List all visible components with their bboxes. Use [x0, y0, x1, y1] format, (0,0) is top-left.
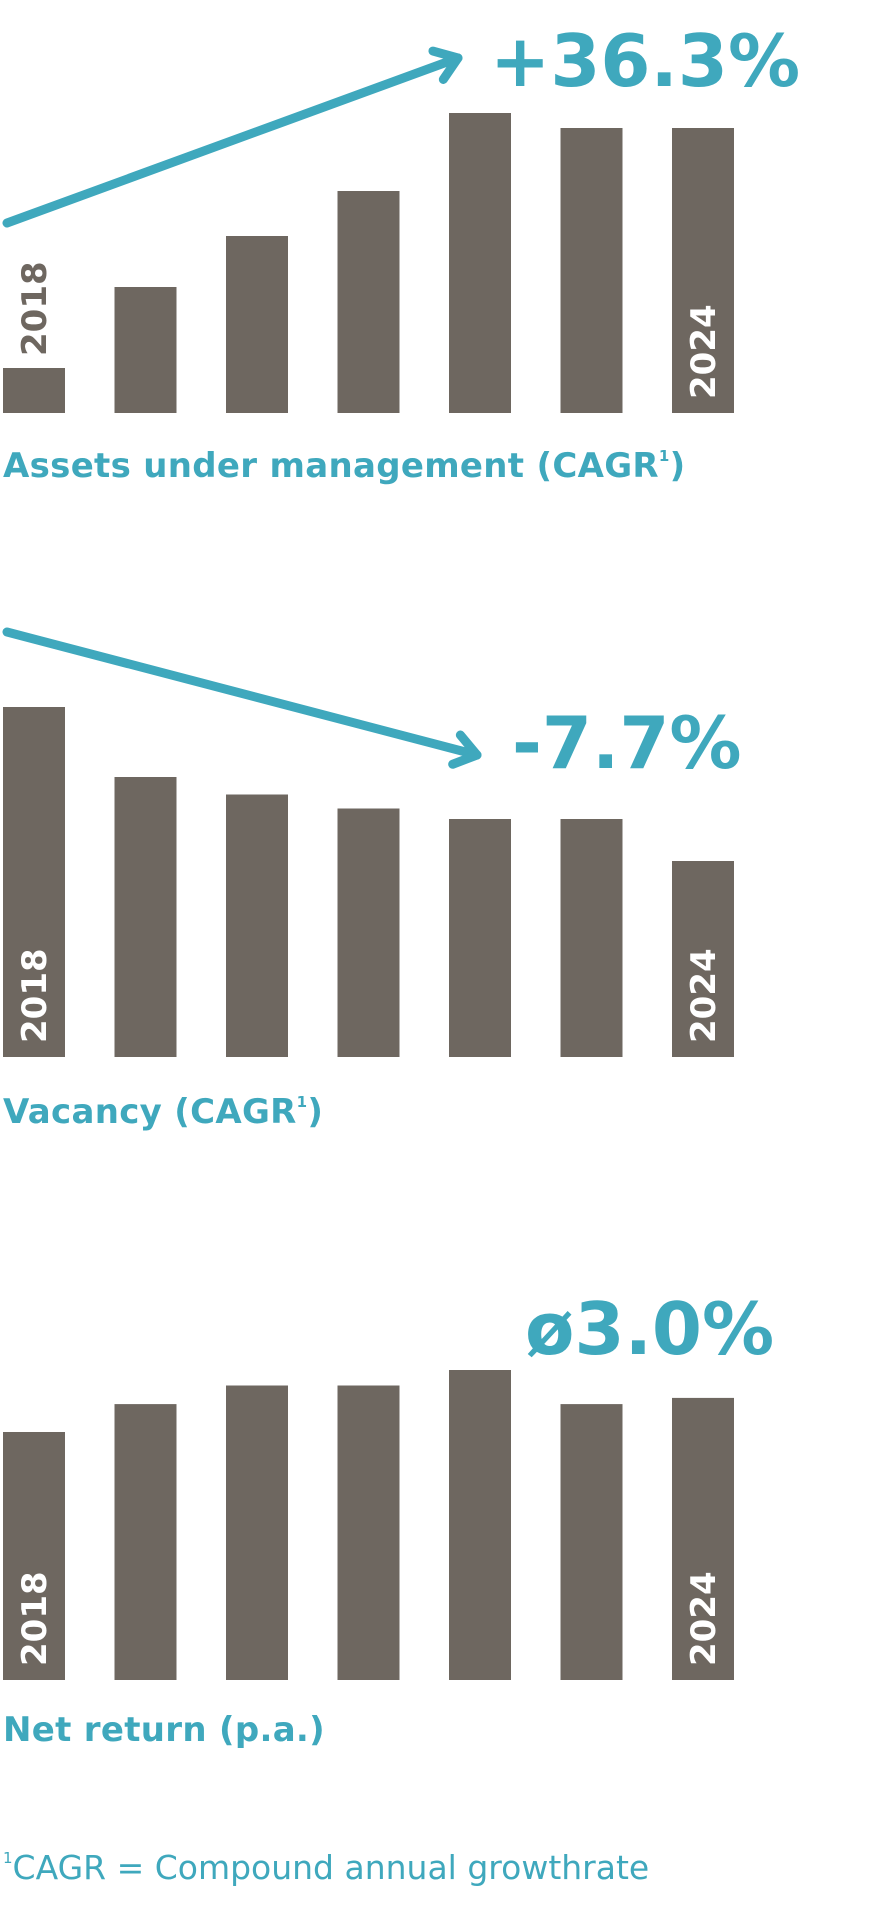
bar-2020	[226, 236, 288, 413]
tick-label-2018: 2018	[15, 1571, 55, 1666]
chart-title-net-return-text: Net return (p.a.)	[3, 1710, 325, 1750]
highlight-value: -7.7%	[512, 701, 742, 785]
bar-2024	[672, 1397, 734, 1680]
chart-title-vacancy: Vacancy (CAGR1)	[3, 1092, 323, 1132]
chart-title-assets-sup: 1	[658, 446, 670, 465]
tick-label-2018: 2018	[15, 948, 55, 1043]
bar-2023	[560, 819, 623, 1057]
bar-2019	[114, 287, 177, 413]
bar-2022	[449, 1370, 511, 1680]
trend-arrow-line	[2, 53, 463, 228]
bar-2022	[449, 113, 511, 413]
chart-assets-under-management: 2018 2024 +36.3% Assets under management (…	[0, 0, 889, 500]
footnote: 1CAGR = Compound annual growthrate	[3, 1848, 649, 1887]
footnote-sup: 1	[3, 1849, 13, 1867]
highlight-value: +36.3%	[490, 19, 800, 103]
bar-2023	[560, 128, 623, 413]
bar-2024	[672, 861, 734, 1057]
chart-vacancy: 2018 2024 -7.7% Vacancy (CAGR1)	[0, 560, 889, 1160]
tick-label-2024: 2024	[684, 948, 724, 1043]
bar-2020	[226, 1385, 288, 1680]
highlight-value: ø3.0%	[525, 1287, 774, 1371]
bar-2020	[226, 794, 288, 1057]
tick-label-2024: 2024	[684, 304, 724, 399]
trend-arrow-head	[428, 46, 463, 84]
chart-net-return-svg: 2018 2024 ø3.0%	[3, 1287, 774, 1680]
bar-2021	[337, 808, 400, 1057]
chart-title-assets-suffix: )	[669, 446, 686, 486]
bar-2019	[114, 777, 177, 1057]
bar-2021	[337, 1385, 400, 1680]
chart-assets-svg: 2018 2024 +36.3%	[2, 19, 800, 413]
trend-arrow-line	[2, 627, 482, 760]
bar-2018	[3, 1432, 65, 1680]
chart-vacancy-svg: 2018 2024 -7.7%	[2, 627, 742, 1057]
bar-2018	[3, 368, 65, 413]
chart-net-return: 2018 2024 ø3.0% Net return (p.a.)	[0, 1270, 889, 1810]
bar-2022	[449, 819, 511, 1057]
chart-title-vacancy-suffix: )	[307, 1092, 324, 1132]
footnote-text: CAGR = Compound annual growthrate	[12, 1848, 650, 1887]
trend-arrow-head	[448, 730, 482, 769]
chart-title-assets-text: Assets under management (CAGR	[3, 446, 659, 486]
tick-label-2018: 2018	[15, 261, 55, 356]
bar-2018	[3, 707, 65, 1057]
bar-2021	[337, 191, 400, 413]
bar-2019	[114, 1404, 177, 1680]
chart-title-vacancy-sup: 1	[296, 1092, 308, 1111]
chart-title-assets: Assets under management (CAGR1)	[3, 446, 685, 486]
chart-title-vacancy-text: Vacancy (CAGR	[3, 1092, 297, 1132]
chart-title-net-return: Net return (p.a.)	[3, 1710, 325, 1750]
bar-2024	[672, 128, 734, 413]
tick-label-2024: 2024	[684, 1571, 724, 1666]
bar-2023	[560, 1404, 623, 1680]
